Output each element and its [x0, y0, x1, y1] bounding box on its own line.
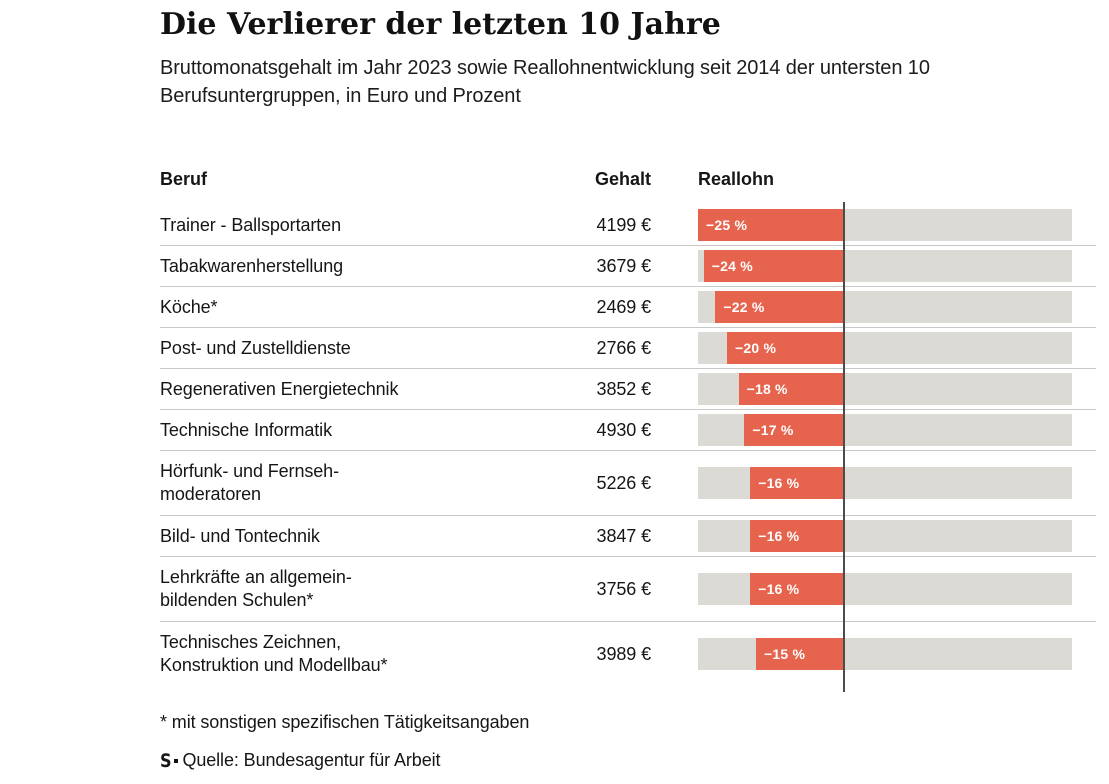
- beruf-label: Technisches Zeichnen, Konstruktion und Mo…: [160, 632, 388, 675]
- gehalt-value: 3756 €: [596, 578, 652, 599]
- reallohn-bar-track: −24 %: [698, 250, 1072, 282]
- beruf-label: Post- und Zustelldienste: [160, 337, 351, 358]
- logo-dot-icon: [174, 758, 179, 763]
- column-header-reallohn: Reallohn: [698, 169, 775, 189]
- table-header-row: Beruf Gehalt Reallohn: [160, 168, 1096, 190]
- table-row: Post- und Zustelldienste 2766 € −20 %: [160, 327, 1096, 368]
- beruf-label: Köche*: [160, 296, 218, 317]
- reallohn-bar-track: −16 %: [698, 573, 1072, 605]
- chart-subtitle: Bruttomonatsgehalt im Jahr 2023 sowie Re…: [160, 57, 930, 107]
- column-header-beruf: Beruf: [160, 169, 208, 189]
- reallohn-value: −16 %: [758, 475, 800, 491]
- gehalt-value: 3852 €: [596, 378, 652, 399]
- table-row: Technische Informatik 4930 € −17 %: [160, 409, 1096, 450]
- reallohn-value: −17 %: [752, 422, 794, 438]
- gehalt-value: 3847 €: [596, 525, 652, 546]
- table-row: Lehrkräfte an allgemein-bildenden Schule…: [160, 556, 1096, 621]
- reallohn-value: −18 %: [746, 381, 788, 397]
- reallohn-bar: −16 %: [750, 467, 843, 499]
- reallohn-bar-track: −20 %: [698, 332, 1072, 364]
- wage-table: Beruf Gehalt Reallohn Trainer - Ballspor…: [160, 168, 1096, 692]
- reallohn-bar-track: −17 %: [698, 414, 1072, 446]
- zero-axis-line: [843, 202, 845, 692]
- reallohn-bar: −16 %: [750, 520, 843, 552]
- spiegel-logo-icon: S: [160, 750, 181, 771]
- beruf-label: Lehrkräfte an allgemein-bildenden Schule…: [160, 567, 352, 610]
- reallohn-bar: −20 %: [727, 332, 843, 364]
- reallohn-bar: −15 %: [756, 638, 843, 670]
- gehalt-value: 3679 €: [596, 255, 652, 276]
- beruf-label: Hörfunk- und Fernseh-moderatoren: [160, 461, 339, 504]
- gehalt-value: 5226 €: [596, 472, 652, 493]
- source-line: S Quelle: Bundesagentur für Arbeit: [160, 750, 1096, 772]
- gehalt-value: 4199 €: [596, 214, 652, 235]
- table-row: Regenerativen Energietechnik 3852 € −18 %: [160, 368, 1096, 409]
- gehalt-value: 3989 €: [596, 643, 652, 664]
- reallohn-bar: −18 %: [738, 373, 843, 405]
- beruf-label: Bild- und Tontechnik: [160, 525, 320, 546]
- reallohn-bar-track: −25 %: [698, 209, 1072, 241]
- source-text: Quelle: Bundesagentur für Arbeit: [182, 750, 441, 770]
- reallohn-value: −20 %: [735, 340, 777, 356]
- gehalt-value: 4930 €: [596, 419, 652, 440]
- reallohn-bar-track: −22 %: [698, 291, 1072, 323]
- beruf-label: Tabakwarenherstellung: [160, 255, 344, 276]
- beruf-label: Trainer - Ballsportarten: [160, 214, 342, 235]
- reallohn-value: −22 %: [723, 299, 765, 315]
- beruf-label: Regenerativen Energietechnik: [160, 378, 399, 399]
- reallohn-bar-track: −16 %: [698, 520, 1072, 552]
- reallohn-bar: −16 %: [750, 573, 843, 605]
- reallohn-bar-track: −15 %: [698, 638, 1072, 670]
- column-header-gehalt: Gehalt: [594, 169, 651, 189]
- reallohn-value: −15 %: [764, 646, 806, 662]
- reallohn-bar: −25 %: [698, 209, 843, 241]
- reallohn-value: −24 %: [711, 258, 753, 274]
- beruf-label: Technische Informatik: [160, 419, 332, 440]
- table-row: Tabakwarenherstellung 3679 € −24 %: [160, 245, 1096, 286]
- reallohn-bar-track: −16 %: [698, 467, 1072, 499]
- reallohn-bar-track: −18 %: [698, 373, 1072, 405]
- reallohn-value: −16 %: [758, 528, 800, 544]
- table-row: Trainer - Ballsportarten 4199 € −25 %: [160, 205, 1096, 245]
- reallohn-bar: −24 %: [703, 250, 843, 282]
- reallohn-value: −25 %: [706, 217, 748, 233]
- table-row: Bild- und Tontechnik 3847 € −16 %: [160, 515, 1096, 556]
- reallohn-bar: −22 %: [715, 291, 843, 323]
- table-row: Technisches Zeichnen, Konstruktion und Mo…: [160, 621, 1096, 686]
- gehalt-value: 2766 €: [596, 337, 652, 358]
- reallohn-value: −16 %: [758, 581, 800, 597]
- chart-title: Die Verlierer der letzten 10 Jahre: [160, 7, 721, 42]
- table-row: Hörfunk- und Fernseh-moderatoren 5226 € −1…: [160, 450, 1096, 515]
- reallohn-bar: −17 %: [744, 414, 843, 446]
- footnote: * mit sonstigen spezifischen Tätigkeitsa…: [160, 712, 530, 732]
- table-row: Köche* 2469 € −22 %: [160, 286, 1096, 327]
- gehalt-value: 2469 €: [596, 296, 652, 317]
- table-body: Trainer - Ballsportarten 4199 € −25 % Tabak…: [160, 202, 1096, 692]
